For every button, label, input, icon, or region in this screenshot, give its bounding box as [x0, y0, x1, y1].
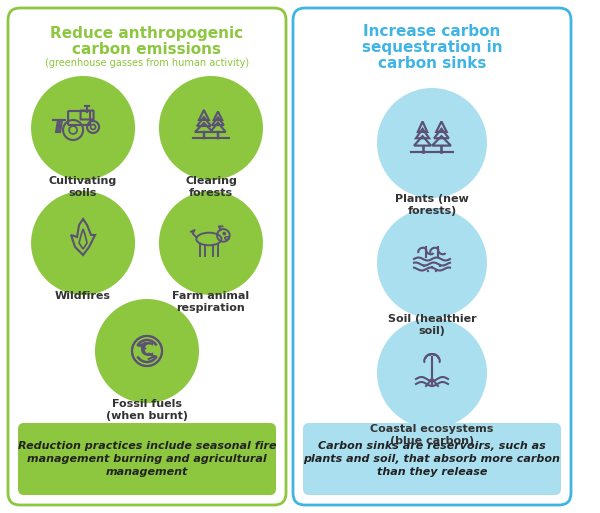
Text: Clearing
forests: Clearing forests	[185, 176, 237, 199]
Circle shape	[377, 318, 487, 428]
Circle shape	[31, 191, 135, 295]
Circle shape	[439, 265, 441, 267]
Circle shape	[159, 76, 263, 180]
Text: Carbon sinks are reservoirs, such as
plants and soil, that absorb more carbon
th: Carbon sinks are reservoirs, such as pla…	[304, 441, 560, 477]
Circle shape	[31, 76, 135, 180]
Text: Coastal ecosystems
(blue carbon): Coastal ecosystems (blue carbon)	[370, 424, 494, 446]
Text: Soil (healthier
soil): Soil (healthier soil)	[388, 314, 476, 337]
Circle shape	[377, 88, 487, 198]
FancyBboxPatch shape	[293, 8, 571, 505]
Text: Farm animal
respiration: Farm animal respiration	[172, 291, 250, 313]
Text: carbon sinks: carbon sinks	[378, 56, 486, 71]
FancyBboxPatch shape	[8, 8, 286, 505]
Text: Plants (new
forests): Plants (new forests)	[395, 194, 469, 216]
Text: Reduction practices include seasonal fire
management burning and agricultural
ma: Reduction practices include seasonal fir…	[18, 441, 276, 477]
Text: Wildfires: Wildfires	[55, 291, 111, 301]
Text: Reduce anthropogenic: Reduce anthropogenic	[50, 26, 244, 41]
FancyBboxPatch shape	[303, 423, 561, 495]
Circle shape	[159, 191, 263, 295]
Circle shape	[377, 208, 487, 318]
Text: (greenhouse gasses from human activity): (greenhouse gasses from human activity)	[45, 58, 249, 68]
Text: Increase carbon: Increase carbon	[364, 24, 500, 39]
Circle shape	[223, 232, 226, 235]
Circle shape	[431, 266, 433, 268]
Circle shape	[427, 270, 429, 272]
Text: carbon emissions: carbon emissions	[73, 42, 221, 57]
Circle shape	[435, 270, 437, 272]
Text: Cultivating
soils: Cultivating soils	[49, 176, 117, 199]
Circle shape	[95, 299, 199, 403]
Circle shape	[423, 265, 425, 267]
Text: C: C	[140, 342, 154, 361]
Text: sequestration in: sequestration in	[362, 40, 502, 55]
Text: Fossil fuels
(when burnt): Fossil fuels (when burnt)	[106, 399, 188, 421]
FancyBboxPatch shape	[18, 423, 276, 495]
